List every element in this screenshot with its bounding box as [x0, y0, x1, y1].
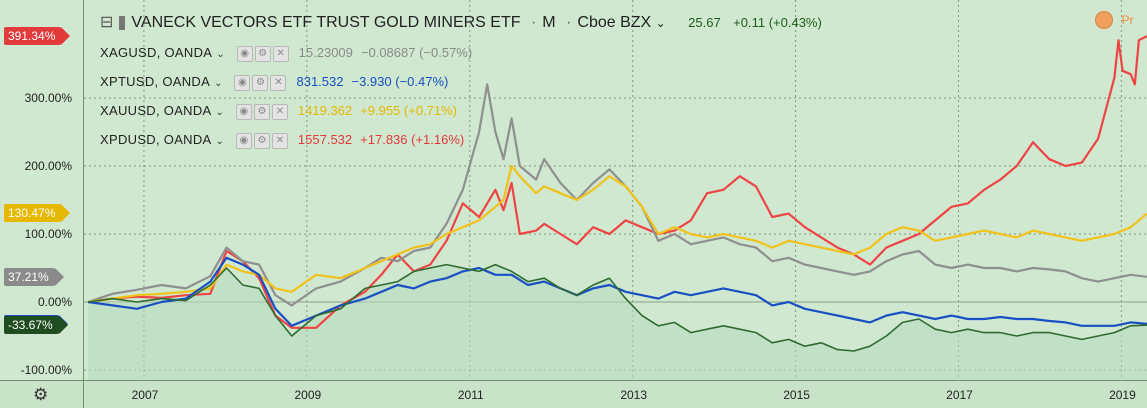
gear-icon[interactable]: ⚙	[33, 385, 49, 404]
series-title: VANECK VECTORS ETF TRUST GOLD MINERS ETF	[131, 14, 521, 31]
flag-icon	[119, 15, 126, 30]
close-icon[interactable]: ✕	[271, 103, 288, 120]
chevron-down-icon[interactable]: ⌄	[215, 107, 224, 118]
series-line-xptusd[interactable]	[87, 256, 1147, 327]
chevron-down-icon[interactable]: ⌄	[215, 136, 224, 147]
legend-symbol: XPTUSD, OANDA	[100, 74, 211, 89]
legend-buttons: ◉ ⚙ ✕	[234, 74, 288, 91]
series-line-gdx[interactable]	[87, 263, 1147, 352]
main-series-title[interactable]: ⊟ VANECK VECTORS ETF TRUST GOLD MINERS ET…	[100, 12, 822, 32]
main-change: +0.11 (+0.43%)	[733, 15, 822, 30]
legend-price: 1557.532	[297, 132, 353, 147]
legend-symbol: XPDUSD, OANDA	[100, 132, 212, 147]
y-tick-labels: 300.00% 200.00% 100.00% 0.00% -100.00%	[21, 91, 73, 377]
close-icon[interactable]: ✕	[272, 45, 289, 62]
x-tick-label: 2017	[946, 388, 973, 402]
y-tick-label: -100.00%	[21, 363, 73, 377]
exchange-label[interactable]: Cboe BZX	[577, 14, 652, 31]
gear-icon[interactable]: ⚙	[252, 74, 269, 91]
gear-icon[interactable]: ⚙	[253, 132, 270, 149]
pr-dot-icon	[1095, 11, 1113, 29]
y-tick-label: 100.00%	[25, 227, 73, 241]
settings-corner[interactable]: ⚙	[0, 380, 84, 408]
last-value-tag-xauusd: 130.47%	[4, 204, 71, 223]
title-separator: ·	[530, 14, 537, 31]
title-separator: ·	[566, 14, 572, 31]
legend-price: 1419.362	[297, 103, 353, 118]
last-value-tag-xpdusd: 391.34%	[4, 26, 71, 45]
chevron-down-icon[interactable]: ⌄	[214, 78, 223, 89]
legend-buttons: ◉ ⚙ ✕	[235, 132, 290, 149]
gear-icon[interactable]: ⚙	[254, 45, 271, 62]
legend-price: 15.23009	[298, 45, 353, 60]
chevron-down-icon[interactable]: ⌄	[216, 49, 225, 60]
interval-label[interactable]: M	[542, 14, 556, 31]
series-line-xauusd[interactable]	[87, 164, 1147, 304]
x-tick-label: 2007	[132, 388, 159, 402]
gdx-fill	[88, 264, 1147, 380]
collapse-icon[interactable]: ⊟	[100, 14, 114, 31]
x-tick-label: 2009	[295, 388, 322, 402]
legend-price: 831.532	[296, 74, 344, 89]
x-tick-labels: 2007 2009 2011 2013 2015 2017 2019	[132, 388, 1136, 402]
y-tick-label: 0.00%	[38, 295, 72, 309]
legend-change: −3.930 (−0.47%)	[351, 74, 449, 89]
legend-change: −0.08687 (−0.57%)	[360, 45, 473, 60]
series-layer	[87, 35, 1147, 352]
eye-icon[interactable]: ◉	[234, 74, 251, 91]
legend-symbol: XAGUSD, OANDA	[100, 45, 213, 60]
eye-icon[interactable]: ◉	[235, 132, 252, 149]
y-tick-label: 300.00%	[25, 91, 73, 105]
time-scale[interactable]	[84, 380, 1147, 408]
close-icon[interactable]: ✕	[270, 74, 287, 91]
series-line-xpdusd[interactable]	[87, 35, 1147, 329]
chevron-down-icon[interactable]: ⌄	[655, 16, 666, 30]
last-value-tag-xagusd: 37.21%	[4, 267, 64, 286]
pr-indicator[interactable]: Pr	[1095, 11, 1133, 29]
main-price: 25.67	[688, 15, 721, 30]
x-tick-label: 2011	[458, 388, 484, 402]
y-tick-label: 200.00%	[25, 159, 73, 173]
gdx-area-fill	[88, 264, 1147, 380]
legend-row[interactable]: XAUUSD, OANDA ⌄ ◉ ⚙ ✕ 1419.362 +9.955 (+0.71%)	[100, 103, 457, 120]
pr-label: Pr	[1121, 13, 1134, 27]
x-tick-label: 2013	[620, 388, 647, 402]
legend-row[interactable]: XAGUSD, OANDA ⌄ ◉ ⚙ ✕ 15.23009 −0.08687 (−0.57…	[100, 45, 472, 62]
legend-row[interactable]: XPDUSD, OANDA ⌄ ◉ ⚙ ✕ 1557.532 +17.836 (+1.16%…	[100, 132, 464, 149]
x-tick-label: 2019	[1109, 388, 1136, 402]
legend-symbol: XAUUSD, OANDA	[100, 103, 212, 118]
last-value-tag-gdx: -33.67%	[4, 315, 68, 334]
x-tick-label: 2015	[783, 388, 810, 402]
gear-icon[interactable]: ⚙	[253, 103, 270, 120]
legend-change: +9.955 (+0.71%)	[360, 103, 458, 118]
legend-buttons: ◉ ⚙ ✕	[235, 103, 290, 120]
legend-row[interactable]: XPTUSD, OANDA ⌄ ◉ ⚙ ✕ 831.532 −3.930 (−0.47%)	[100, 74, 448, 91]
eye-icon[interactable]: ◉	[235, 103, 252, 120]
legend-change: +17.836 (+1.16%)	[360, 132, 465, 147]
eye-icon[interactable]: ◉	[236, 45, 253, 62]
close-icon[interactable]: ✕	[271, 132, 288, 149]
legend-buttons: ◉ ⚙ ✕	[236, 45, 291, 62]
